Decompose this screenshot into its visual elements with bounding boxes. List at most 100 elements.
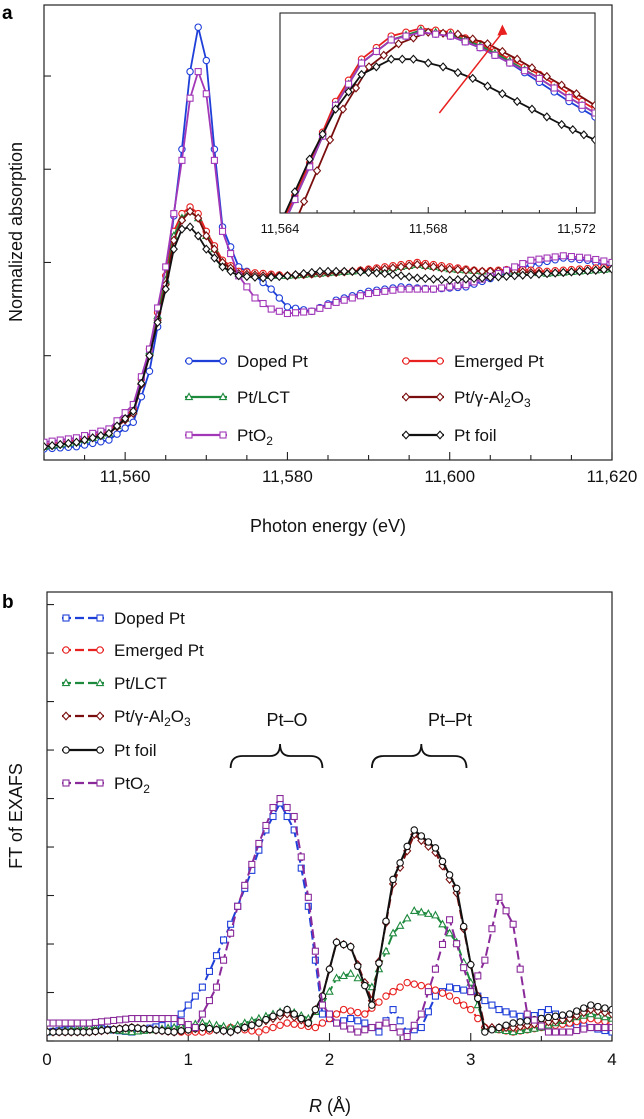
panel-b-point-emerged-pt-51 xyxy=(382,992,390,1000)
panel-b-point-pto-39 xyxy=(297,853,305,861)
panel-b-point-pt-foil-9 xyxy=(97,1026,106,1035)
inset-point-pt-al-o-9 xyxy=(409,33,418,43)
inset-point-pt-foil-21 xyxy=(568,125,577,135)
panel-a-point-pt-al-o-47 xyxy=(421,261,430,271)
panel-b-point-pt-foil-83 xyxy=(608,1005,612,1014)
panel-b-point-pt-foil-11 xyxy=(109,1025,118,1034)
panel-a-point-pto-16 xyxy=(170,210,178,218)
panel-a-point-pt-foil-12 xyxy=(137,378,146,389)
panel-b-x-axis-label: R (Å) xyxy=(309,1096,351,1116)
inset-point-pt-al-o-19 xyxy=(557,80,566,90)
panel-b-point-pt-foil-65 xyxy=(481,1028,489,1036)
panel-a-point-pto-15 xyxy=(162,263,170,271)
inset-point-pt-foil-6 xyxy=(357,69,366,80)
inset-point-pt-al-o-2 xyxy=(312,166,322,176)
panel-b-point-doped-pt-25 xyxy=(198,983,206,991)
panel-a-series xyxy=(44,23,612,453)
panel-b-point-emerged-pt-47 xyxy=(353,1008,362,1017)
panel-b-point-pt-foil-56 xyxy=(417,832,426,840)
panel-b-point-doped-pt-65 xyxy=(481,997,489,1005)
panel-b-point-pt-foil-12 xyxy=(115,1025,124,1033)
panel-b-x-tick-label-4: 4 xyxy=(607,1050,616,1069)
annotation-brace-0 xyxy=(229,743,324,769)
inset-point-pt-al-o-14 xyxy=(483,39,492,49)
panel-b-legend-marker-right-1 xyxy=(96,646,104,654)
panel-a-point-pt-foil-62 xyxy=(542,268,552,279)
inset-point-pt-al-o-18 xyxy=(542,71,551,82)
panel-b-point-pto-60 xyxy=(446,916,454,924)
inset-point-pto-19 xyxy=(550,84,558,92)
panel-b-point-pt-lct-45 xyxy=(339,971,348,980)
panel-a-point-pt-foil-32 xyxy=(299,268,308,279)
panel-b-point-doped-pt-58 xyxy=(431,992,439,1000)
panel-a-point-pt-foil-38 xyxy=(348,266,357,276)
panel-b-point-pto-23 xyxy=(184,1020,192,1029)
inset-frame xyxy=(279,12,596,214)
panel-a-point-pto-49 xyxy=(438,284,446,292)
panel-b-point-doped-pt-26 xyxy=(205,967,213,975)
panel-b-legend-marker-left-2 xyxy=(61,678,71,687)
panel-b-point-emerged-pt-38 xyxy=(290,1020,298,1028)
panel-b-point-pt-foil-53 xyxy=(396,859,404,867)
panel-b-point-pto-10 xyxy=(103,1017,112,1025)
panel-a-point-doped-pt-28 xyxy=(267,285,275,293)
panel-b-point-emerged-pt-50 xyxy=(375,998,383,1006)
panel-b-point-pto-21 xyxy=(170,1014,178,1023)
panel-b-point-pto-78 xyxy=(573,1026,581,1035)
panel-a-point-pt-foil-6 xyxy=(88,433,97,443)
inset-x-tick-label-1: 11,568 xyxy=(409,221,448,236)
panel-b-point-pt-lct-49 xyxy=(367,982,377,991)
panel-b-point-emerged-pt-58 xyxy=(431,986,440,994)
panel-a-legend: Doped Pt Emerged Pt Pt/LCT Pt/γ-Al2O3 PtO2 Pt… xyxy=(184,352,544,448)
panel-a-point-pt-foil-53 xyxy=(469,273,479,284)
panel-b-point-pt-lct-55 xyxy=(409,906,419,914)
inset-point-pto-17 xyxy=(521,67,529,75)
inset-point-pt-al-o-15 xyxy=(498,46,507,57)
panel-b-x-tick-label-2: 2 xyxy=(325,1050,334,1069)
panel-a-legend-marker-right-3 xyxy=(435,392,445,402)
panel-a-point-pt-foil-37 xyxy=(340,266,349,276)
panel-a-point-pt-foil-50 xyxy=(445,275,454,285)
panel-a-point-pt-foil-33 xyxy=(307,267,316,278)
inset-x-tick-label-0: 11,564 xyxy=(261,221,300,236)
panel-b-point-pt-foil-36 xyxy=(276,1009,284,1017)
panel-a-point-doped-pt-10 xyxy=(121,424,129,432)
inset-point-pto-9 xyxy=(402,32,410,40)
panel-b-point-pt-foil-63 xyxy=(466,960,475,969)
panel-b-point-pt-foil-50 xyxy=(375,959,383,967)
panel-b-point-emerged-pt-62 xyxy=(459,1001,468,1009)
panel-b-legend-marker-right-0 xyxy=(96,614,104,622)
panel-b-point-pto-11 xyxy=(110,1016,118,1025)
panel-a-legend-entry-4: PtO2 xyxy=(185,426,273,448)
panel-b-point-pt-foil-58 xyxy=(431,844,440,852)
panel-b-point-pto-59 xyxy=(438,940,447,949)
panel-b-point-pt-foil-52 xyxy=(389,875,397,884)
panel-b-x-axis-label-symbol: R xyxy=(309,1096,322,1116)
panel-a-point-pto-42 xyxy=(381,287,389,295)
inset-point-pto-18 xyxy=(535,74,543,82)
panel-b-point-pt-foil-44 xyxy=(332,938,341,946)
panel-b-point-pto-55 xyxy=(410,1021,418,1029)
inset-point-pt-al-o-21 xyxy=(590,100,595,110)
panel-b-point-pt-foil-49 xyxy=(368,1001,376,1009)
panel-b-legend-marker-right-2 xyxy=(95,678,105,687)
panel-b-point-pto-0 xyxy=(47,1019,51,1027)
panel-b-point-emerged-pt-53 xyxy=(396,983,404,991)
panel-b-point-pto-38 xyxy=(290,812,298,821)
panel-b-series-pto xyxy=(47,794,612,1041)
panel-b-point-doped-pt-39 xyxy=(297,864,305,872)
panel-a-point-pto-44 xyxy=(397,285,405,293)
panel-a-x-axis-label: Photon energy (eV) xyxy=(250,516,406,536)
panel-a-legend-marker-left-2 xyxy=(184,392,194,401)
inset-point-pt-al-o-13 xyxy=(468,34,477,44)
panel-b-point-pto-75 xyxy=(551,1028,560,1036)
panel-a-point-pt-foil-44 xyxy=(396,271,406,281)
panel-a-point-pt-foil-21 xyxy=(210,253,219,263)
inset-point-pto-7 xyxy=(372,47,380,56)
panel-a-point-pto-59 xyxy=(519,260,527,268)
panel-b-point-pt-foil-78 xyxy=(572,1007,581,1015)
panel-a-point-pt-foil-59 xyxy=(518,270,527,280)
panel-a-legend-label-2: Pt/LCT xyxy=(237,388,290,407)
panel-b-point-pt-foil-31 xyxy=(241,1023,249,1032)
panel-a-x-tick-label-2: 11,600 xyxy=(424,467,475,486)
